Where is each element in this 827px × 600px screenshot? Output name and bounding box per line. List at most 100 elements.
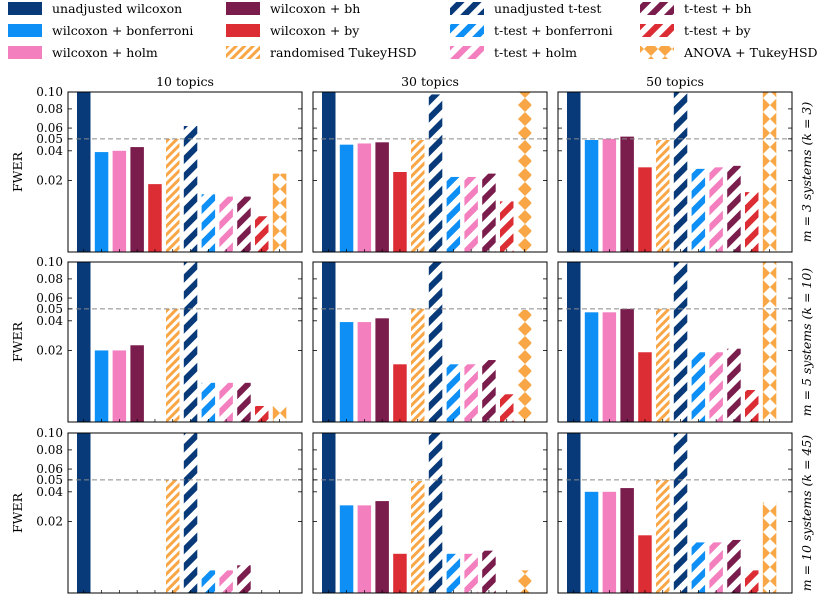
y-tick-label: 0.10 xyxy=(36,255,63,269)
legend-item: unadjusted t-test xyxy=(450,1,601,16)
panel xyxy=(312,91,548,253)
bar xyxy=(411,481,425,593)
legend-label: ANOVA + TukeyHSD xyxy=(683,45,818,60)
legend-swatch xyxy=(640,46,674,59)
bar xyxy=(94,152,109,252)
legend-item: t-test + holm xyxy=(450,45,577,60)
legend-item: wilcoxon + by xyxy=(226,23,360,38)
bar xyxy=(201,570,216,593)
legend-label: wilcoxon + by xyxy=(270,23,360,38)
bar xyxy=(201,194,216,252)
bar xyxy=(482,173,496,252)
panel xyxy=(312,432,548,594)
bar xyxy=(357,505,372,593)
bar xyxy=(584,140,599,252)
legend-swatch xyxy=(226,2,260,15)
y-axis-label: FWER xyxy=(10,151,25,192)
y-tick-label: 0.02 xyxy=(36,173,63,187)
row-label: m = 3 systems (k = 3) xyxy=(799,102,814,243)
y-tick-label: 0.10 xyxy=(36,85,63,99)
legend-label: unadjusted t-test xyxy=(494,1,601,16)
bar xyxy=(673,262,688,422)
bar xyxy=(709,542,723,593)
bar xyxy=(656,308,670,422)
bar xyxy=(691,168,706,252)
legend-swatch xyxy=(450,2,484,15)
bar xyxy=(272,406,287,422)
bar xyxy=(322,262,336,422)
y-tick-label: 0.05 xyxy=(36,473,63,487)
bar xyxy=(464,176,478,252)
legend-swatch xyxy=(8,46,42,59)
bar xyxy=(500,394,514,422)
bar xyxy=(567,433,581,593)
bar xyxy=(762,92,777,252)
legend-label: t-test + bh xyxy=(684,1,752,16)
bar xyxy=(727,165,741,252)
row-label: m = 10 systems (k = 45) xyxy=(799,435,814,591)
panel: 0.02 0.040.050.06 0.08 0.10 xyxy=(36,85,303,253)
panel: 0.02 0.040.050.06 0.08 0.10 xyxy=(36,255,303,423)
bar xyxy=(727,348,741,422)
bar xyxy=(602,138,617,252)
bar xyxy=(464,553,478,593)
bar xyxy=(620,488,634,593)
bar xyxy=(428,433,443,593)
y-axis-label: FWER xyxy=(10,321,25,362)
legend-label: wilcoxon + bh xyxy=(270,1,360,16)
bar xyxy=(237,196,251,252)
bar xyxy=(482,550,496,593)
bar-group xyxy=(322,433,532,593)
y-tick-label: 0.06 xyxy=(36,291,63,305)
bar xyxy=(567,92,581,252)
bar xyxy=(130,147,144,252)
bar xyxy=(411,140,425,252)
legend-item: t-test + bonferroni xyxy=(450,23,613,38)
bar xyxy=(375,501,389,593)
bar xyxy=(428,262,443,422)
legend-swatch xyxy=(226,46,260,59)
y-tick-label: 0.08 xyxy=(36,443,63,457)
panel xyxy=(557,91,793,253)
bar xyxy=(201,382,216,422)
bar-group xyxy=(567,262,777,422)
legend-item: ANOVA + TukeyHSD xyxy=(640,45,818,60)
bar xyxy=(656,479,670,593)
bar xyxy=(517,310,532,422)
bar xyxy=(375,142,389,252)
bar xyxy=(219,382,233,422)
bar xyxy=(691,542,706,593)
bar xyxy=(638,352,652,422)
bar xyxy=(584,312,599,422)
bar xyxy=(183,262,198,422)
bar xyxy=(517,570,532,593)
bar xyxy=(709,167,723,252)
bar xyxy=(745,390,759,422)
bar xyxy=(339,144,354,252)
bar xyxy=(339,505,354,593)
legend-item: wilcoxon + bh xyxy=(226,1,360,16)
bar xyxy=(94,350,109,422)
legend-label: t-test + bonferroni xyxy=(494,23,613,38)
legend-label: t-test + by xyxy=(684,23,752,38)
bar xyxy=(745,192,759,252)
y-tick-label: 0.10 xyxy=(36,426,63,440)
legend-swatch xyxy=(640,24,674,37)
bar xyxy=(482,360,496,422)
bar xyxy=(691,352,706,422)
column-title: 50 topics xyxy=(646,74,704,89)
bar-group xyxy=(567,433,777,593)
bar xyxy=(112,350,127,422)
legend-label: randomised TukeyHSD xyxy=(270,45,417,60)
bar xyxy=(567,262,581,422)
bar xyxy=(219,570,233,593)
bar xyxy=(112,150,127,252)
legend-swatch xyxy=(8,24,42,37)
bar xyxy=(517,92,532,252)
bar xyxy=(77,433,91,593)
bar xyxy=(673,433,688,593)
bar-group xyxy=(322,92,532,252)
bar-group xyxy=(77,262,287,422)
legend-item: randomised TukeyHSD xyxy=(226,45,417,60)
